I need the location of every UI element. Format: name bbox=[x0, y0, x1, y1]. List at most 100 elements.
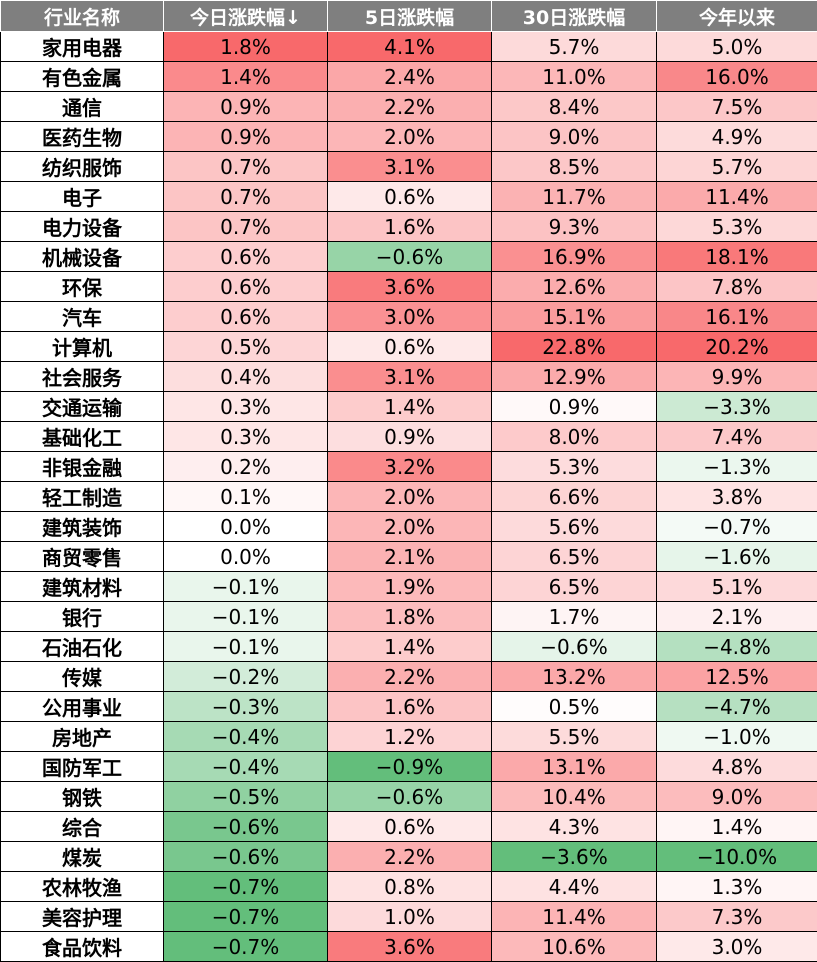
cell-5day-change: 2.4% bbox=[328, 62, 492, 92]
cell-5day-change: −0.6% bbox=[328, 242, 492, 272]
cell-industry-name: 房地产 bbox=[1, 722, 164, 752]
cell-30day-change: 5.7% bbox=[492, 32, 657, 62]
cell-industry-name: 交通运输 bbox=[1, 392, 164, 422]
table-row: 石油石化−0.1%1.4%−0.6%−4.8% bbox=[1, 632, 817, 662]
cell-5day-change: 3.2% bbox=[328, 452, 492, 482]
cell-today-change: −0.6% bbox=[164, 842, 328, 872]
cell-ytd-change: −1.6% bbox=[657, 542, 817, 572]
table-row: 综合−0.6%0.6%4.3%1.4% bbox=[1, 812, 817, 842]
cell-ytd-change: 7.5% bbox=[657, 92, 817, 122]
cell-industry-name: 银行 bbox=[1, 602, 164, 632]
cell-5day-change: 2.0% bbox=[328, 482, 492, 512]
cell-today-change: 0.0% bbox=[164, 542, 328, 572]
cell-5day-change: 1.8% bbox=[328, 602, 492, 632]
cell-30day-change: 8.0% bbox=[492, 422, 657, 452]
cell-today-change: 0.3% bbox=[164, 422, 328, 452]
table-row: 美容护理−0.7%1.0%11.4%7.3% bbox=[1, 902, 817, 932]
cell-30day-change: 0.5% bbox=[492, 692, 657, 722]
cell-30day-change: 6.5% bbox=[492, 572, 657, 602]
cell-30day-change: −3.6% bbox=[492, 842, 657, 872]
cell-today-change: 0.3% bbox=[164, 392, 328, 422]
cell-30day-change: 11.7% bbox=[492, 182, 657, 212]
cell-ytd-change: 16.1% bbox=[657, 302, 817, 332]
cell-5day-change: 0.9% bbox=[328, 422, 492, 452]
cell-industry-name: 汽车 bbox=[1, 302, 164, 332]
cell-ytd-change: 16.0% bbox=[657, 62, 817, 92]
cell-industry-name: 机械设备 bbox=[1, 242, 164, 272]
cell-5day-change: −0.9% bbox=[328, 752, 492, 782]
header-5day-change[interactable]: 5日涨跌幅 bbox=[328, 1, 492, 32]
cell-5day-change: 0.8% bbox=[328, 872, 492, 902]
cell-today-change: 0.4% bbox=[164, 362, 328, 392]
table-header: 行业名称 今日涨跌幅↓ 5日涨跌幅 30日涨跌幅 今年以来 bbox=[1, 1, 817, 32]
cell-industry-name: 纺织服饰 bbox=[1, 152, 164, 182]
cell-today-change: 0.6% bbox=[164, 272, 328, 302]
cell-today-change: −0.2% bbox=[164, 662, 328, 692]
cell-industry-name: 建筑材料 bbox=[1, 572, 164, 602]
cell-ytd-change: 1.3% bbox=[657, 872, 817, 902]
cell-industry-name: 钢铁 bbox=[1, 782, 164, 812]
cell-industry-name: 计算机 bbox=[1, 332, 164, 362]
cell-5day-change: 2.2% bbox=[328, 92, 492, 122]
cell-ytd-change: 5.7% bbox=[657, 152, 817, 182]
cell-today-change: −0.7% bbox=[164, 872, 328, 902]
cell-30day-change: 4.4% bbox=[492, 872, 657, 902]
cell-30day-change: 5.5% bbox=[492, 722, 657, 752]
cell-ytd-change: 7.8% bbox=[657, 272, 817, 302]
cell-5day-change: −0.6% bbox=[328, 782, 492, 812]
table-row: 房地产−0.4%1.2%5.5%−1.0% bbox=[1, 722, 817, 752]
header-30day-change[interactable]: 30日涨跌幅 bbox=[492, 1, 657, 32]
cell-30day-change: 8.5% bbox=[492, 152, 657, 182]
cell-30day-change: −0.6% bbox=[492, 632, 657, 662]
cell-ytd-change: 7.3% bbox=[657, 902, 817, 932]
cell-5day-change: 2.2% bbox=[328, 842, 492, 872]
cell-5day-change: 1.0% bbox=[328, 902, 492, 932]
cell-5day-change: 2.0% bbox=[328, 122, 492, 152]
cell-5day-change: 1.4% bbox=[328, 392, 492, 422]
header-today-change-sorted-desc[interactable]: 今日涨跌幅↓ bbox=[164, 1, 328, 32]
cell-5day-change: 3.1% bbox=[328, 152, 492, 182]
header-industry-name[interactable]: 行业名称 bbox=[1, 1, 164, 32]
cell-5day-change: 1.6% bbox=[328, 212, 492, 242]
cell-5day-change: 4.1% bbox=[328, 32, 492, 62]
cell-5day-change: 0.6% bbox=[328, 812, 492, 842]
cell-ytd-change: 4.8% bbox=[657, 752, 817, 782]
cell-today-change: 0.5% bbox=[164, 332, 328, 362]
cell-today-change: 0.7% bbox=[164, 152, 328, 182]
cell-industry-name: 基础化工 bbox=[1, 422, 164, 452]
cell-ytd-change: −3.3% bbox=[657, 392, 817, 422]
cell-5day-change: 0.6% bbox=[328, 182, 492, 212]
header-ytd-change[interactable]: 今年以来 bbox=[657, 1, 817, 32]
cell-today-change: 1.8% bbox=[164, 32, 328, 62]
cell-today-change: −0.1% bbox=[164, 572, 328, 602]
cell-industry-name: 食品饮料 bbox=[1, 932, 164, 962]
cell-today-change: 1.4% bbox=[164, 62, 328, 92]
cell-5day-change: 3.6% bbox=[328, 932, 492, 962]
cell-today-change: 0.7% bbox=[164, 212, 328, 242]
cell-30day-change: 13.2% bbox=[492, 662, 657, 692]
cell-ytd-change: 3.8% bbox=[657, 482, 817, 512]
cell-30day-change: 9.0% bbox=[492, 122, 657, 152]
cell-30day-change: 11.4% bbox=[492, 902, 657, 932]
cell-industry-name: 医药生物 bbox=[1, 122, 164, 152]
cell-30day-change: 5.6% bbox=[492, 512, 657, 542]
cell-30day-change: 12.6% bbox=[492, 272, 657, 302]
cell-ytd-change: 11.4% bbox=[657, 182, 817, 212]
cell-industry-name: 电力设备 bbox=[1, 212, 164, 242]
cell-today-change: 0.6% bbox=[164, 242, 328, 272]
cell-30day-change: 11.0% bbox=[492, 62, 657, 92]
cell-5day-change: 2.1% bbox=[328, 542, 492, 572]
